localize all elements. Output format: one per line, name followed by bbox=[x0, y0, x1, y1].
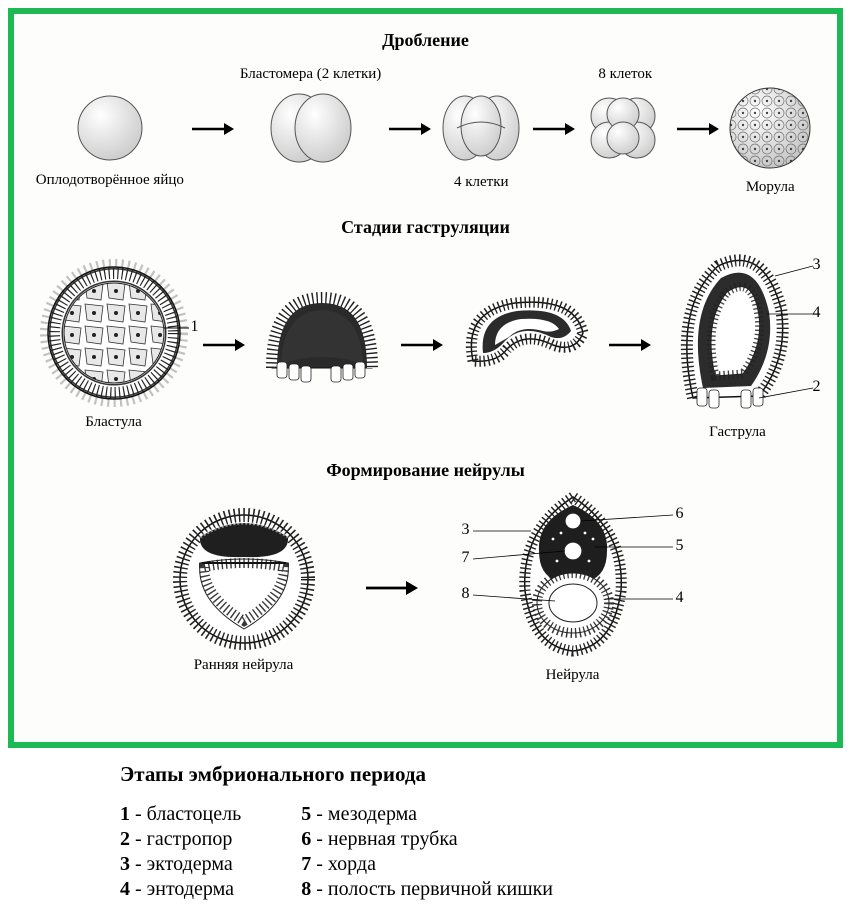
cleavage-arrow-2 bbox=[387, 119, 431, 139]
gastrulation-arrow-1 bbox=[201, 335, 245, 355]
neurula-callout-7: 7 bbox=[462, 549, 470, 567]
legend-item: 6 - нервная трубка bbox=[301, 828, 553, 851]
morula-icon bbox=[725, 83, 815, 173]
neurula-callout-3: 3 bbox=[462, 521, 470, 539]
neurula-callout-5: 5 bbox=[676, 537, 684, 555]
legend-item: 8 - полость первичной кишки bbox=[301, 878, 553, 901]
neurula-cell: 3 7 8 6 5 4 Нейрула bbox=[458, 491, 688, 685]
diagram-frame: Дробление Оплодотворённое яйцо Бластомер… bbox=[8, 8, 843, 748]
gastrulation-row: 1 Бластула bbox=[24, 248, 827, 442]
early-neurula-icon bbox=[164, 501, 324, 651]
4cell-below: 4 клетки bbox=[454, 174, 509, 192]
neurula-callout-4: 4 bbox=[676, 589, 684, 607]
cleavage-arrow-1 bbox=[190, 119, 234, 139]
stage-morula: Морула bbox=[725, 61, 815, 197]
stage-4cell: 4 клетки bbox=[437, 66, 525, 192]
stage-zygote: Оплодотворённое яйцо bbox=[36, 68, 184, 190]
legend-item: 5 - мезодерма bbox=[301, 803, 553, 826]
neurula-callout-6: 6 bbox=[676, 505, 684, 523]
legend-item: 4 - энтодерма bbox=[120, 878, 241, 901]
blastula-icon bbox=[39, 258, 189, 408]
legend-title: Этапы эмбрионального периода bbox=[120, 762, 851, 787]
gastrulation-mid1 bbox=[257, 278, 387, 412]
blastula-cell: 1 Бластула bbox=[39, 258, 189, 432]
gastrulation-arrow-3 bbox=[607, 335, 651, 355]
8cell-above: 8 клеток bbox=[598, 66, 652, 84]
legend-col-left: 1 - бластоцель 2 - гастропор 3 - эктодер… bbox=[120, 801, 241, 903]
legend-item: 7 - хорда bbox=[301, 853, 553, 876]
stage-2cell: Бластомера (2 клетки) bbox=[240, 66, 381, 192]
gastrula-mid1-icon bbox=[257, 278, 387, 388]
legend-item: 1 - бластоцель bbox=[120, 803, 241, 826]
stage-8cell: 8 клеток bbox=[581, 66, 669, 192]
gastrula-callout-3: 3 bbox=[813, 256, 821, 274]
morula-below: Морула bbox=[746, 179, 795, 197]
gastrula-icon bbox=[663, 248, 813, 418]
two-cell-icon bbox=[265, 88, 357, 168]
zygote-below: Оплодотворённое яйцо bbox=[36, 172, 184, 190]
legend-col-right: 5 - мезодерма 6 - нервная трубка 7 - хор… bbox=[301, 801, 553, 903]
legend-item: 3 - эктодерма bbox=[120, 853, 241, 876]
early-neurula-cell: Ранняя нейрула bbox=[164, 501, 324, 675]
gastrulation-title: Стадии гаструляции bbox=[24, 217, 827, 238]
blastula-callout-1: 1 bbox=[191, 318, 199, 336]
cleavage-title: Дробление bbox=[24, 30, 827, 51]
gastrula-mid2-icon bbox=[455, 283, 595, 383]
cleavage-row: Оплодотворённое яйцо Бластомера (2 клетк… bbox=[24, 61, 827, 197]
gastrulation-mid2 bbox=[455, 283, 595, 407]
cleavage-arrow-3 bbox=[531, 119, 575, 139]
neurula-callout-8: 8 bbox=[462, 585, 470, 603]
neurula-icon bbox=[458, 491, 688, 661]
four-cell-icon bbox=[437, 88, 525, 168]
gastrula-callout-4: 4 bbox=[813, 304, 821, 322]
gastrula-callout-2: 2 bbox=[813, 378, 821, 396]
blastula-label: Бластула bbox=[85, 414, 142, 432]
2cell-above: Бластомера (2 клетки) bbox=[240, 66, 381, 84]
legend-columns: 1 - бластоцель 2 - гастропор 3 - эктодер… bbox=[120, 801, 851, 903]
early-neurula-label: Ранняя нейрула bbox=[194, 657, 294, 675]
neurula-arrow bbox=[364, 578, 418, 598]
legend: Этапы эмбрионального периода 1 - бластоц… bbox=[120, 762, 851, 903]
cleavage-arrow-4 bbox=[675, 119, 719, 139]
neurula-label: Нейрула bbox=[546, 667, 600, 685]
neurula-title: Формирование нейрулы bbox=[24, 460, 827, 481]
zygote-icon bbox=[72, 90, 148, 166]
gastrula-cell: 3 4 2 Гаструла bbox=[663, 248, 813, 442]
neurula-row: Ранняя нейрула bbox=[24, 491, 827, 685]
legend-item: 2 - гастропор bbox=[120, 828, 241, 851]
gastrulation-arrow-2 bbox=[399, 335, 443, 355]
eight-cell-icon bbox=[581, 88, 669, 168]
gastrula-label: Гаструла bbox=[709, 424, 766, 442]
